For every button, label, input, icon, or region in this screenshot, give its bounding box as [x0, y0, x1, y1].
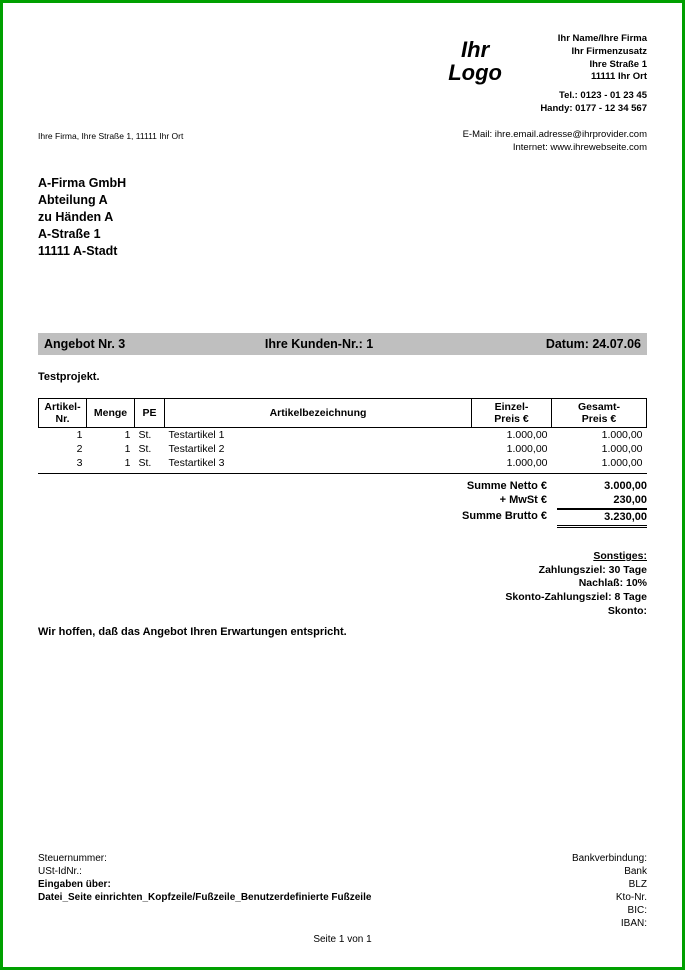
footer-right: Bankverbindung: Bank BLZ Kto-Nr. BIC: IB…: [572, 852, 647, 930]
bank-bic: BIC:: [572, 904, 647, 917]
vat-id-label: USt-IdNr.:: [38, 865, 371, 878]
recipient-line-3: zu Händen A: [38, 209, 126, 226]
inputs-label: Eingaben über:: [38, 878, 371, 891]
cell-qty: 1: [87, 456, 135, 470]
company-tel: Tel.: 0123 - 01 23 45: [540, 90, 647, 103]
vat-value: 230,00: [557, 493, 647, 508]
page-number: Seite 1 von 1: [38, 934, 647, 945]
company-street: Ihre Straße 1: [540, 59, 647, 72]
bank-header: Bankverbindung:: [572, 852, 647, 865]
col-qty: Menge: [87, 399, 135, 428]
cell-ep: 1.000,00: [472, 456, 552, 470]
footer: Steuernummer: USt-IdNr.: Eingaben über: …: [38, 852, 647, 945]
cell-gp: 1.000,00: [552, 428, 647, 443]
extras-header: Sonstiges:: [505, 550, 647, 564]
customer-number: Ihre Kunden-Nr.: 1: [265, 337, 462, 351]
offer-date: Datum: 24.07.06: [462, 337, 641, 351]
table-bottom-rule: [38, 473, 647, 474]
cell-nr: 1: [39, 428, 87, 443]
title-bar: Angebot Nr. 3 Ihre Kunden-Nr.: 1 Datum: …: [38, 333, 647, 355]
company-city: 11111 Ihr Ort: [540, 71, 647, 84]
col-pe: PE: [135, 399, 165, 428]
recipient-line-2: Abteilung A: [38, 192, 126, 209]
table-row: 21St.Testartikel 21.000,001.000,00: [39, 442, 647, 456]
extras-skonto-term: Skonto-Zahlungsziel: 8 Tage: [505, 591, 647, 605]
cell-desc: Testartikel 3: [165, 456, 472, 470]
bank-name: Bank: [572, 865, 647, 878]
extras-payment-term: Zahlungsziel: 30 Tage: [505, 564, 647, 578]
vat-label: + MwSt €: [337, 493, 557, 508]
cell-gp: 1.000,00: [552, 442, 647, 456]
recipient-line-4: A-Straße 1: [38, 226, 126, 243]
items-table-wrapper: Artikel-Nr. Menge PE Artikelbezeichnung …: [38, 398, 647, 480]
closing-text: Wir hoffen, daß das Angebot Ihren Erwart…: [38, 626, 347, 638]
logo-text-1: Ihr: [448, 38, 502, 61]
cell-nr: 3: [39, 456, 87, 470]
table-row: 11St.Testartikel 11.000,001.000,00: [39, 428, 647, 443]
company-info: Ihr Name/Ihre Firma Ihr Firmenzusatz Ihr…: [540, 33, 647, 116]
cell-nr: 2: [39, 442, 87, 456]
net-value: 3.000,00: [557, 479, 647, 493]
company-mobile: Handy: 0177 - 12 34 567: [540, 103, 647, 116]
recipient-block: A-Firma GmbH Abteilung A zu Händen A A-S…: [38, 175, 126, 259]
project-name: Testprojekt.: [38, 371, 100, 383]
contact-info: E-Mail: ihre.email.adresse@ihrprovider.c…: [463, 128, 647, 155]
cell-qty: 1: [87, 442, 135, 456]
net-label: Summe Netto €: [337, 479, 557, 493]
bank-iban: IBAN:: [572, 917, 647, 930]
inputs-path: Datei_Seite einrichten_Kopfzeile/Fußzeil…: [38, 891, 371, 904]
cell-pe: St.: [135, 456, 165, 470]
cell-pe: St.: [135, 428, 165, 443]
logo-text-2: Logo: [448, 61, 502, 84]
bank-kto: Kto-Nr.: [572, 891, 647, 904]
gross-value: 3.230,00: [557, 509, 647, 528]
table-header-row: Artikel-Nr. Menge PE Artikelbezeichnung …: [39, 399, 647, 428]
table-row: 31St.Testartikel 31.000,001.000,00: [39, 456, 647, 470]
col-article-nr: Artikel-Nr.: [39, 399, 87, 428]
col-total-price: Gesamt-Preis €: [552, 399, 647, 428]
cell-desc: Testartikel 2: [165, 442, 472, 456]
company-email: E-Mail: ihre.email.adresse@ihrprovider.c…: [463, 128, 647, 141]
cell-ep: 1.000,00: [472, 442, 552, 456]
gross-label: Summe Brutto €: [337, 509, 557, 528]
tax-number-label: Steuernummer:: [38, 852, 371, 865]
return-address: Ihre Firma, Ihre Straße 1, 11111 Ihr Ort: [38, 131, 183, 141]
header: Ihr Logo Ihr Name/Ihre Firma Ihr Firmenz…: [38, 33, 647, 203]
recipient-line-5: 11111 A-Stadt: [38, 243, 126, 260]
recipient-line-1: A-Firma GmbH: [38, 175, 126, 192]
cell-pe: St.: [135, 442, 165, 456]
extras-discount: Nachlaß: 10%: [505, 577, 647, 591]
document-frame: Ihr Logo Ihr Name/Ihre Firma Ihr Firmenz…: [0, 0, 685, 970]
logo-placeholder: Ihr Logo: [448, 38, 502, 84]
col-desc: Artikelbezeichnung: [165, 399, 472, 428]
cell-ep: 1.000,00: [472, 428, 552, 443]
company-addition: Ihr Firmenzusatz: [540, 46, 647, 59]
cell-desc: Testartikel 1: [165, 428, 472, 443]
totals-block: Summe Netto € 3.000,00 + MwSt € 230,00 S…: [337, 479, 647, 528]
extras-skonto: Skonto:: [505, 605, 647, 619]
cell-gp: 1.000,00: [552, 456, 647, 470]
col-unit-price: Einzel-Preis €: [472, 399, 552, 428]
footer-left: Steuernummer: USt-IdNr.: Eingaben über: …: [38, 852, 371, 930]
extras-block: Sonstiges: Zahlungsziel: 30 Tage Nachlaß…: [505, 550, 647, 618]
company-web: Internet: www.ihrewebseite.com: [463, 141, 647, 154]
cell-qty: 1: [87, 428, 135, 443]
company-name: Ihr Name/Ihre Firma: [540, 33, 647, 46]
items-table: Artikel-Nr. Menge PE Artikelbezeichnung …: [38, 398, 647, 470]
offer-number: Angebot Nr. 3: [44, 337, 265, 351]
bank-blz: BLZ: [572, 878, 647, 891]
